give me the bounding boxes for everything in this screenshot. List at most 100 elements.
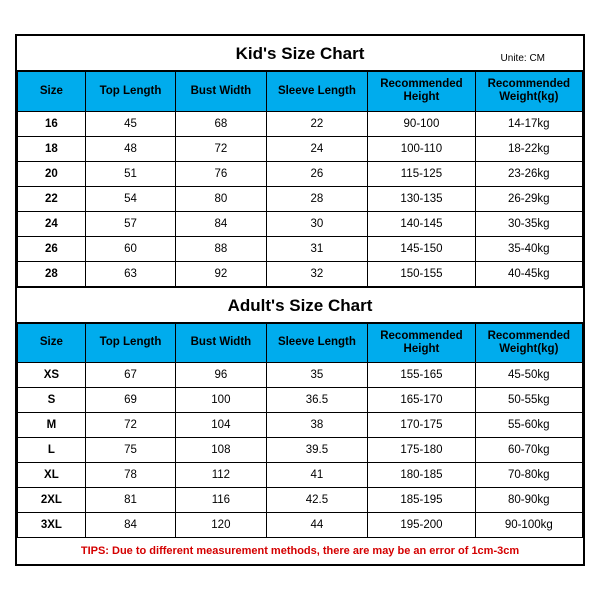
cell: 41 — [266, 462, 368, 487]
cell: 96 — [176, 362, 266, 387]
adults-table: Size Top Length Bust Width Sleeve Length… — [17, 323, 583, 564]
col-size: Size — [18, 323, 86, 362]
cell: 55-60kg — [475, 412, 582, 437]
unit-label: Unite: CM — [501, 53, 545, 64]
cell: 26-29kg — [475, 186, 582, 211]
cell: 30 — [266, 211, 368, 236]
cell: 39.5 — [266, 437, 368, 462]
col-top-length: Top Length — [85, 323, 175, 362]
cell: 140-145 — [368, 211, 475, 236]
cell: 50-55kg — [475, 387, 582, 412]
cell: 100-110 — [368, 136, 475, 161]
kids-table: Size Top Length Bust Width Sleeve Length… — [17, 71, 583, 286]
col-rec-weight: Recommended Weight(kg) — [475, 323, 582, 362]
cell: 23-26kg — [475, 161, 582, 186]
cell: 84 — [176, 211, 266, 236]
cell: 22 — [266, 111, 368, 136]
cell: 28 — [18, 261, 86, 286]
tips-text: TIPS: Due to different measurement metho… — [18, 537, 583, 564]
cell: 195-200 — [368, 512, 475, 537]
cell: 76 — [176, 161, 266, 186]
cell: 145-150 — [368, 236, 475, 261]
cell: 165-170 — [368, 387, 475, 412]
cell: 63 — [85, 261, 175, 286]
cell: 42.5 — [266, 487, 368, 512]
adults-tbody: XS679635155-16545-50kgS6910036.5165-1705… — [18, 362, 583, 537]
table-row: 26608831145-15035-40kg — [18, 236, 583, 261]
cell: 90-100kg — [475, 512, 582, 537]
kids-title-row: Kid's Size Chart Unite: CM — [17, 36, 583, 71]
cell: 170-175 — [368, 412, 475, 437]
cell: 18-22kg — [475, 136, 582, 161]
cell: 26 — [18, 236, 86, 261]
cell: 22 — [18, 186, 86, 211]
cell: 57 — [85, 211, 175, 236]
cell: 108 — [176, 437, 266, 462]
kids-tbody: 1645682290-10014-17kg18487224100-11018-2… — [18, 111, 583, 286]
cell: XS — [18, 362, 86, 387]
table-row: L7510839.5175-18060-70kg — [18, 437, 583, 462]
col-top-length: Top Length — [85, 72, 175, 111]
cell: 116 — [176, 487, 266, 512]
kids-title: Kid's Size Chart — [236, 44, 365, 63]
cell: 185-195 — [368, 487, 475, 512]
cell: 72 — [176, 136, 266, 161]
cell: 78 — [85, 462, 175, 487]
cell: 3XL — [18, 512, 86, 537]
cell: 90-100 — [368, 111, 475, 136]
cell: 36.5 — [266, 387, 368, 412]
cell: 2XL — [18, 487, 86, 512]
cell: 150-155 — [368, 261, 475, 286]
cell: 112 — [176, 462, 266, 487]
table-row: 18487224100-11018-22kg — [18, 136, 583, 161]
size-chart-card: Kid's Size Chart Unite: CM Size Top Leng… — [15, 34, 585, 566]
cell: 40-45kg — [475, 261, 582, 286]
cell: 18 — [18, 136, 86, 161]
tips-row: TIPS: Due to different measurement metho… — [18, 537, 583, 564]
cell: 38 — [266, 412, 368, 437]
cell: XL — [18, 462, 86, 487]
cell: 80-90kg — [475, 487, 582, 512]
cell: 51 — [85, 161, 175, 186]
cell: 24 — [18, 211, 86, 236]
cell: 88 — [176, 236, 266, 261]
cell: 92 — [176, 261, 266, 286]
col-rec-height: Recommended Height — [368, 323, 475, 362]
table-row: 22548028130-13526-29kg — [18, 186, 583, 211]
cell: 69 — [85, 387, 175, 412]
cell: 54 — [85, 186, 175, 211]
col-rec-height: Recommended Height — [368, 72, 475, 111]
kids-header-row: Size Top Length Bust Width Sleeve Length… — [18, 72, 583, 111]
cell: 115-125 — [368, 161, 475, 186]
table-row: M7210438170-17555-60kg — [18, 412, 583, 437]
col-bust-width: Bust Width — [176, 323, 266, 362]
cell: 130-135 — [368, 186, 475, 211]
adults-thead: Size Top Length Bust Width Sleeve Length… — [18, 323, 583, 362]
adults-header-row: Size Top Length Bust Width Sleeve Length… — [18, 323, 583, 362]
table-row: 20517626115-12523-26kg — [18, 161, 583, 186]
table-row: 24578430140-14530-35kg — [18, 211, 583, 236]
cell: S — [18, 387, 86, 412]
col-sleeve-length: Sleeve Length — [266, 323, 368, 362]
kids-thead: Size Top Length Bust Width Sleeve Length… — [18, 72, 583, 111]
cell: 35-40kg — [475, 236, 582, 261]
cell: 45-50kg — [475, 362, 582, 387]
cell: 44 — [266, 512, 368, 537]
cell: 100 — [176, 387, 266, 412]
table-row: S6910036.5165-17050-55kg — [18, 387, 583, 412]
cell: 14-17kg — [475, 111, 582, 136]
cell: 175-180 — [368, 437, 475, 462]
table-row: XS679635155-16545-50kg — [18, 362, 583, 387]
cell: 70-80kg — [475, 462, 582, 487]
cell: 16 — [18, 111, 86, 136]
cell: 26 — [266, 161, 368, 186]
col-bust-width: Bust Width — [176, 72, 266, 111]
cell: 75 — [85, 437, 175, 462]
cell: 68 — [176, 111, 266, 136]
table-row: 1645682290-10014-17kg — [18, 111, 583, 136]
table-row: 2XL8111642.5185-19580-90kg — [18, 487, 583, 512]
table-row: XL7811241180-18570-80kg — [18, 462, 583, 487]
cell: 28 — [266, 186, 368, 211]
cell: 32 — [266, 261, 368, 286]
col-size: Size — [18, 72, 86, 111]
